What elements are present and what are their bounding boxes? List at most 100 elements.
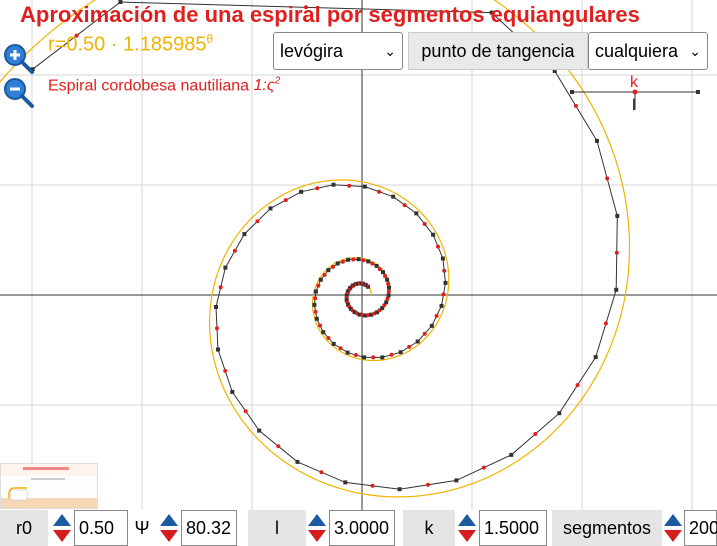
tangent-point [441, 292, 446, 297]
segments-spinner[interactable] [662, 512, 684, 544]
tangent-point [533, 432, 538, 436]
tangent-point [383, 274, 387, 278]
tangent-point [389, 352, 394, 357]
segment-vertex [362, 184, 367, 189]
tangent-point [313, 296, 318, 301]
segment-vertex [431, 232, 436, 237]
segment-vertex [348, 306, 353, 311]
tangent-point [243, 409, 248, 414]
arrow-up-icon [53, 514, 71, 526]
l-label: l [248, 510, 306, 546]
segment-vertex [343, 480, 348, 485]
segment-vertex [214, 305, 218, 309]
l-spinner[interactable] [306, 512, 328, 544]
segment-vertex [344, 298, 349, 303]
segment-vertex [384, 300, 389, 305]
tangent-point [347, 183, 352, 188]
segment-vertex [257, 428, 262, 433]
tangent-point [442, 268, 447, 273]
segment-vertex [593, 355, 598, 360]
tangent-point [370, 261, 375, 266]
segment-vertex [398, 350, 403, 355]
tangent-point [386, 281, 391, 286]
k-l-slider[interactable]: k l [570, 74, 700, 114]
tangent-point [322, 273, 327, 277]
tangent-point [315, 186, 320, 191]
slider-k-label: k [630, 74, 639, 91]
segment-vertex [415, 339, 420, 344]
segment-vertex [352, 310, 357, 315]
tangent-point [377, 189, 382, 194]
k-spinner[interactable] [456, 512, 478, 544]
tangency-select[interactable]: cualquiera ⌄ [588, 32, 708, 70]
segment-vertex [381, 270, 385, 275]
segment-vertex [118, 0, 123, 4]
segments-input[interactable]: 200 [684, 510, 717, 546]
grid [0, 0, 717, 510]
tangent-point [605, 176, 610, 181]
segment-vertex [439, 303, 444, 308]
segment-vertex [242, 232, 247, 237]
r0-spinner[interactable] [51, 512, 73, 544]
drawing-canvas[interactable]: k l [0, 0, 717, 510]
segment-vertex [363, 313, 368, 318]
segment-vertex [386, 293, 391, 298]
segment-vertex [335, 261, 340, 266]
segment-vertex [387, 285, 391, 290]
segment-vertex [362, 355, 367, 360]
tangent-point [614, 250, 619, 255]
axes [0, 0, 717, 510]
k-input[interactable]: 1.5000 [479, 510, 547, 546]
segment-vertex [314, 316, 319, 321]
tangent-point [326, 336, 331, 340]
zoom-in-icon[interactable] [2, 42, 34, 74]
chevron-down-icon: ⌄ [689, 42, 701, 59]
segment-vertex [331, 182, 336, 187]
tangent-point [481, 465, 486, 470]
segment-vertex [614, 287, 619, 292]
arrow-down-icon [664, 530, 682, 542]
tangent-point [422, 331, 427, 336]
segment-vertex [345, 350, 350, 355]
zoom-out-icon[interactable] [2, 76, 34, 108]
segment-vertex [552, 69, 557, 73]
segment-vertex [230, 389, 235, 394]
segment-vertex [489, 10, 494, 15]
tangent-point [436, 244, 440, 249]
tangency-label: punto de tangencia [408, 32, 588, 70]
segment-vertex [346, 302, 351, 307]
segment-vertex [385, 277, 390, 282]
segment-vertex [321, 330, 326, 335]
tangent-point [74, 33, 79, 38]
segment-vertex [268, 206, 273, 211]
arrow-down-icon [160, 530, 178, 542]
tangent-point [422, 222, 427, 226]
psi-spinner[interactable] [158, 512, 180, 544]
psi-input[interactable]: 80.32 [181, 510, 237, 546]
thumbnail-preview[interactable] [0, 463, 98, 509]
tangent-point [407, 344, 412, 349]
segment-vertex [299, 189, 304, 194]
tangent-point [573, 103, 578, 108]
l-input[interactable]: 3.0000 [329, 510, 395, 546]
segment-vertex [454, 478, 459, 483]
segment-vertex [391, 194, 396, 199]
segment-vertex [344, 293, 349, 298]
segment-vertex [397, 487, 402, 492]
tangent-point [353, 353, 358, 357]
formula-exponent: θ [206, 32, 214, 46]
tangent-point [434, 313, 439, 318]
tangent-point [385, 296, 390, 301]
segment-vertex [414, 211, 419, 216]
tangent-point [316, 283, 321, 288]
spiral-formula: r=0.50 · 1.185985θ [48, 32, 213, 57]
r0-input[interactable]: 0.50 [74, 510, 128, 546]
segment-vertex [615, 213, 620, 218]
k-label: k [403, 510, 455, 546]
direction-select-value: levógira [280, 40, 344, 61]
tangent-point [331, 264, 335, 269]
direction-select[interactable]: levógira ⌄ [273, 32, 403, 70]
segment-vertex [557, 411, 562, 416]
formula-base: r=0.50 · 1.185985 [48, 33, 207, 56]
tangent-point [215, 326, 219, 331]
